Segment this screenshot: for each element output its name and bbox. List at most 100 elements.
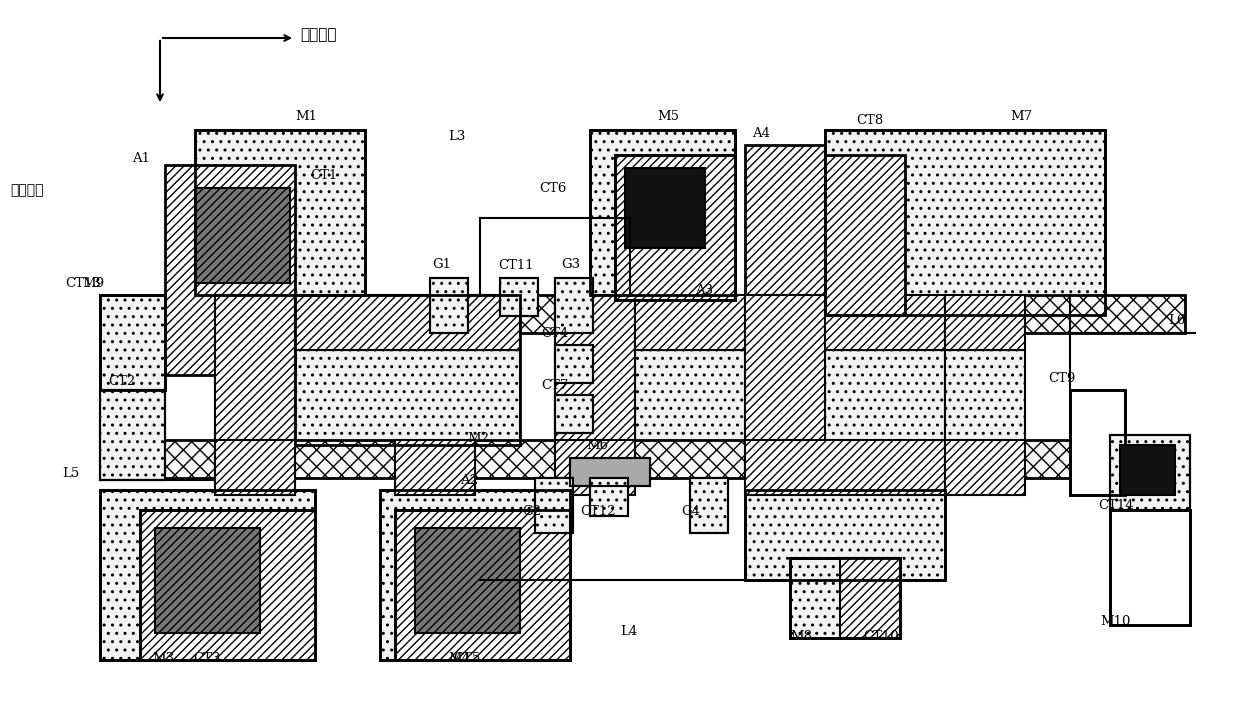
- Text: L5: L5: [62, 467, 79, 480]
- Bar: [430, 278, 467, 333]
- Text: A4: A4: [751, 127, 770, 140]
- Bar: [1110, 510, 1190, 625]
- Text: M9: M9: [82, 277, 104, 290]
- Text: L3: L3: [448, 130, 465, 143]
- Bar: [839, 558, 900, 638]
- Text: A1: A1: [131, 152, 150, 165]
- Bar: [590, 478, 627, 516]
- Text: M8: M8: [790, 630, 812, 643]
- Bar: [1120, 445, 1176, 495]
- Text: G4: G4: [681, 505, 701, 518]
- Text: L6: L6: [1168, 314, 1185, 327]
- Bar: [745, 490, 945, 580]
- Bar: [215, 330, 295, 485]
- Bar: [165, 165, 295, 375]
- Bar: [590, 130, 735, 295]
- Bar: [556, 345, 593, 383]
- Text: M2: M2: [467, 432, 489, 445]
- Bar: [295, 295, 520, 350]
- Bar: [570, 458, 650, 486]
- Bar: [430, 278, 467, 333]
- Bar: [590, 130, 735, 295]
- Text: CT5: CT5: [453, 652, 480, 665]
- Text: M3: M3: [153, 652, 174, 665]
- Bar: [556, 295, 635, 480]
- Bar: [625, 168, 706, 248]
- Text: M5: M5: [657, 110, 680, 123]
- Bar: [790, 558, 900, 638]
- Bar: [295, 295, 520, 445]
- Bar: [379, 490, 570, 660]
- Bar: [215, 295, 295, 475]
- Bar: [100, 390, 165, 480]
- Bar: [100, 390, 165, 480]
- Bar: [615, 155, 735, 300]
- Bar: [415, 528, 520, 633]
- Bar: [100, 440, 1185, 478]
- Text: M4: M4: [448, 652, 470, 665]
- Bar: [1110, 510, 1190, 625]
- Bar: [100, 490, 315, 660]
- Text: CT12: CT12: [580, 505, 615, 518]
- Text: CT2: CT2: [108, 375, 135, 388]
- Bar: [100, 295, 1185, 333]
- Text: 第一方向: 第一方向: [300, 27, 336, 43]
- Bar: [825, 155, 905, 315]
- Text: CT6: CT6: [539, 182, 567, 195]
- Bar: [825, 130, 1105, 315]
- Text: CT13: CT13: [64, 277, 100, 290]
- Bar: [1110, 435, 1190, 510]
- Bar: [100, 295, 165, 390]
- Bar: [1110, 435, 1190, 510]
- Bar: [945, 440, 1025, 495]
- Bar: [295, 350, 520, 445]
- Text: 第二方向: 第二方向: [10, 183, 43, 197]
- Text: G2: G2: [522, 505, 541, 518]
- Bar: [590, 478, 627, 516]
- Bar: [195, 130, 365, 295]
- Bar: [689, 478, 728, 533]
- Bar: [745, 440, 945, 495]
- Bar: [945, 295, 1025, 350]
- Text: CT7: CT7: [541, 379, 568, 392]
- Text: L4: L4: [620, 625, 637, 638]
- Bar: [500, 278, 538, 316]
- Bar: [556, 278, 593, 333]
- Bar: [195, 188, 290, 283]
- Text: G1: G1: [432, 258, 451, 271]
- Bar: [745, 145, 825, 300]
- Bar: [745, 490, 945, 580]
- Bar: [500, 278, 538, 316]
- Text: CT11: CT11: [498, 259, 533, 272]
- Text: CT9: CT9: [1048, 372, 1075, 385]
- Text: CT10: CT10: [863, 630, 899, 643]
- Bar: [556, 278, 593, 333]
- Text: M10: M10: [1100, 615, 1131, 628]
- Bar: [396, 510, 570, 660]
- Text: G3: G3: [560, 258, 580, 271]
- Bar: [1070, 390, 1125, 495]
- Bar: [745, 295, 825, 480]
- Bar: [195, 130, 365, 295]
- Bar: [396, 510, 570, 660]
- Bar: [140, 510, 315, 660]
- Text: CT4: CT4: [541, 327, 568, 340]
- Text: CT1: CT1: [310, 169, 337, 182]
- Text: M7: M7: [1011, 110, 1032, 123]
- Bar: [1070, 390, 1125, 495]
- Text: CT8: CT8: [856, 114, 883, 127]
- Bar: [100, 490, 315, 660]
- Bar: [155, 528, 260, 633]
- Text: CT3: CT3: [193, 652, 221, 665]
- Bar: [396, 440, 475, 495]
- Bar: [140, 510, 315, 660]
- Bar: [689, 478, 728, 533]
- Bar: [825, 130, 1105, 315]
- Bar: [556, 395, 593, 433]
- Bar: [945, 350, 1025, 445]
- Bar: [215, 440, 295, 495]
- Text: CT14: CT14: [1097, 499, 1133, 512]
- Bar: [534, 478, 573, 533]
- Bar: [615, 155, 735, 300]
- Text: M1: M1: [295, 110, 317, 123]
